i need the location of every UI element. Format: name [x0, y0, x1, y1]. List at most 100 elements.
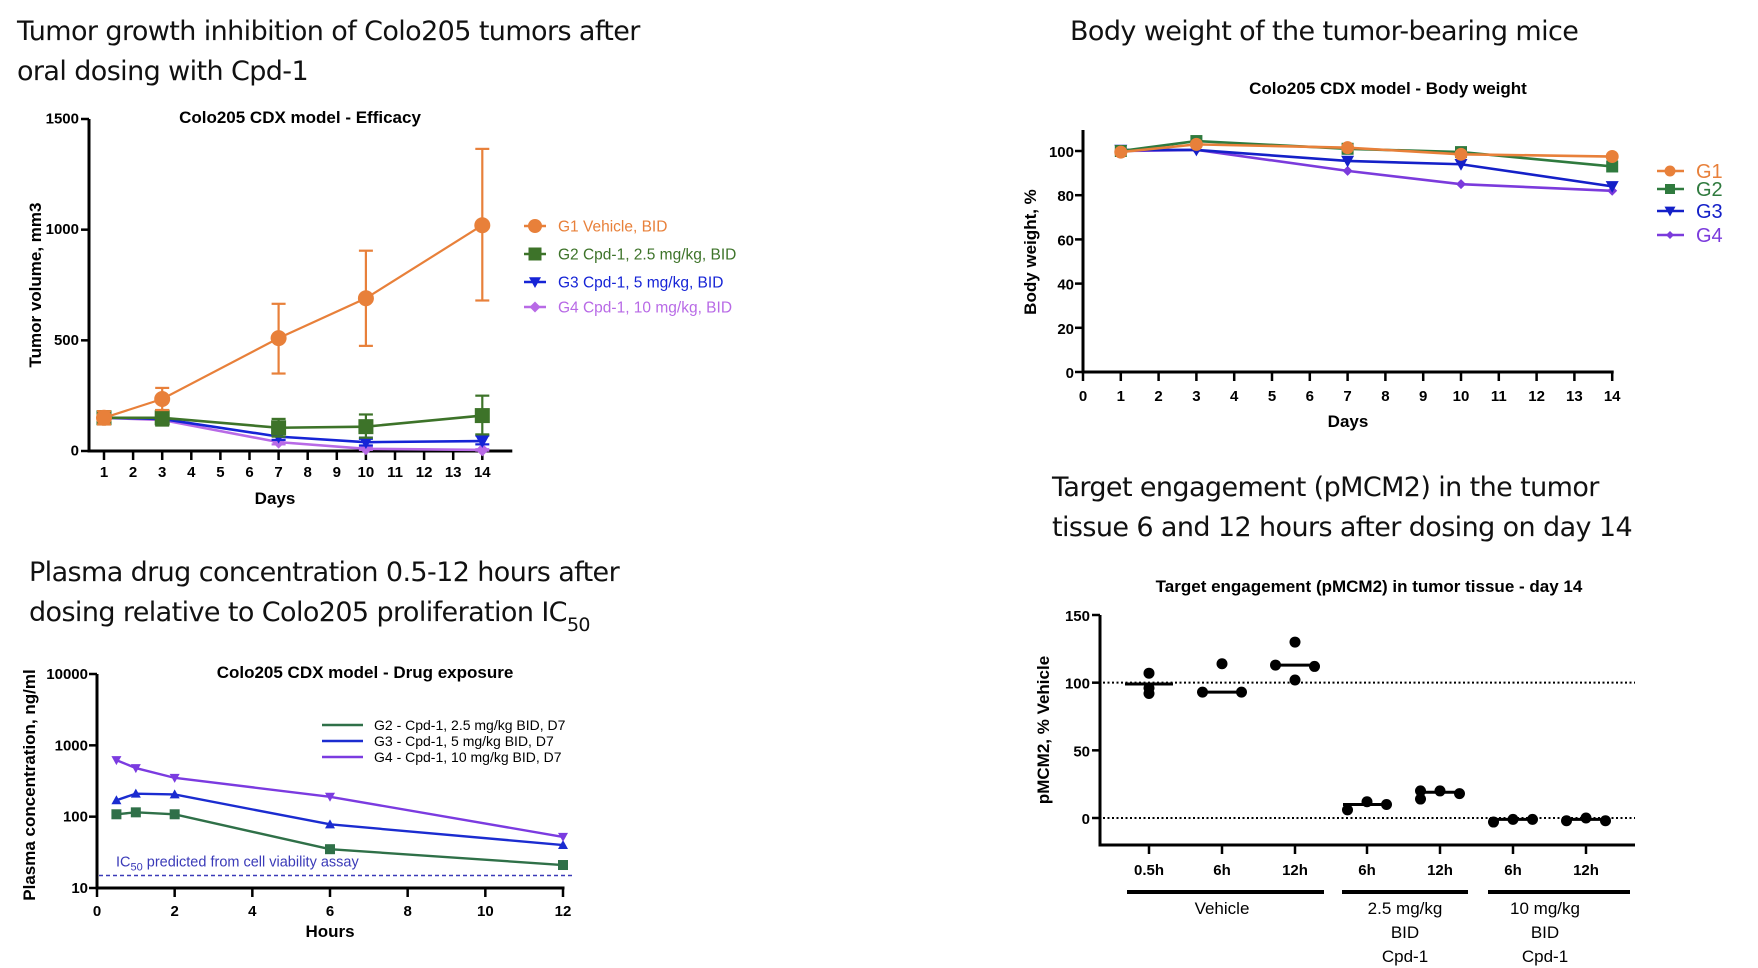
- efficacy-x-tick-label: 11: [387, 464, 403, 481]
- efficacy-x-axis-label: Days: [255, 489, 296, 508]
- drug-exposure-point-g2: [169, 809, 180, 820]
- body-weight-point-g3: [1341, 155, 1355, 168]
- body-weight-y-axis-label: Body weight, %: [1021, 189, 1040, 315]
- efficacy-chart: Colo205 CDX model - Efficacy Tumor volum…: [26, 108, 736, 508]
- efficacy-legend-item-g1: G1 Vehicle, BID: [524, 219, 667, 236]
- group-label: Cpd-1: [1382, 947, 1428, 966]
- target-engagement-points-cat-0: [1125, 667, 1173, 699]
- legend-label: G4 - Cpd-1, 10 mg/kg BID, D7: [374, 749, 562, 765]
- body-weight-heading-line-1: Body weight of the tumor-bearing mice: [1070, 16, 1579, 47]
- efficacy-legend-item-g3: G3 Cpd-1, 5 mg/kg, BID: [524, 275, 723, 292]
- body-weight-heading: Body weight of the tumor-bearing mice: [1070, 12, 1579, 52]
- data-point: [1415, 785, 1426, 797]
- target-engagement-category-label: 6h: [1358, 862, 1376, 879]
- data-point: [1309, 660, 1320, 672]
- efficacy-y-tick-label: 0: [71, 443, 79, 460]
- data-point: [1216, 658, 1228, 670]
- efficacy-point-g2: [154, 410, 170, 426]
- data-point: [1236, 686, 1247, 698]
- drug-exposure-point-g4: [130, 764, 141, 774]
- efficacy-point-g2: [358, 419, 374, 435]
- drug-exposure-point-g4: [558, 832, 568, 842]
- drug-exposure-point-g4: [111, 756, 122, 766]
- target-engagement-chart: Target engagement (pMCM2) in tumor tissu…: [1034, 577, 1635, 966]
- efficacy-legend-item-g2: G2 Cpd-1, 2.5 mg/kg, BID: [524, 247, 736, 264]
- body-weight-series-g3: [1114, 144, 1619, 193]
- efficacy-point-g2: [474, 408, 490, 424]
- target-engagement-points-cat-1: [1197, 658, 1247, 698]
- target-engagement-points-cat-4: [1415, 785, 1465, 805]
- body-weight-x-tick-label: 7: [1343, 388, 1351, 405]
- body-weight-y-tick-label: 60: [1057, 232, 1074, 249]
- body-weight-x-tick-label: 0: [1079, 388, 1087, 405]
- data-point: [1361, 796, 1373, 808]
- drug-exposure-point-g4: [169, 773, 180, 783]
- body-weight-x-tick-label: 11: [1491, 388, 1507, 405]
- data-point: [1488, 816, 1499, 828]
- drug-exposure-point-g2: [558, 860, 568, 871]
- target-engagement-points-cat-2: [1270, 636, 1320, 686]
- body-weight-point-g1: [1114, 145, 1128, 159]
- drug-exposure-chart: Colo205 CDX model - Drug exposure Plasma…: [20, 663, 573, 941]
- body-weight-x-tick-label: 4: [1230, 388, 1239, 405]
- efficacy-x-tick-label: 4: [187, 464, 196, 481]
- drug-exposure-x-tick-label: 12: [555, 903, 572, 920]
- legend-label: G2 Cpd-1, 2.5 mg/kg, BID: [558, 247, 736, 264]
- pk-heading-line-2-text: dosing relative to Colo205 proliferation…: [29, 597, 568, 628]
- target-heading-line-1: Target engagement (pMCM2) in the tumor: [1052, 472, 1599, 503]
- group-label: BID: [1391, 923, 1419, 942]
- body-weight-y-tick-label: 100: [1049, 144, 1074, 161]
- legend-marker: [528, 247, 542, 261]
- data-point: [1580, 812, 1592, 824]
- body-weight-x-tick-label: 5: [1268, 388, 1276, 405]
- body-weight-x-tick-label: 9: [1419, 388, 1427, 405]
- data-point: [1600, 815, 1611, 827]
- drug-exposure-point-g3: [325, 819, 335, 829]
- data-point: [1527, 813, 1538, 825]
- drug-exposure-series-g3: [111, 788, 568, 850]
- data-point: [1507, 813, 1519, 825]
- data-point: [1381, 798, 1392, 810]
- efficacy-x-tick-label: 9: [333, 464, 341, 481]
- target-engagement-group-0: Vehicle: [1127, 890, 1324, 918]
- body-weight-x-tick-label: 10: [1453, 388, 1470, 405]
- efficacy-point-g1: [357, 290, 374, 307]
- drug-exposure-point-g4: [325, 792, 335, 802]
- drug-exposure-point-g2: [130, 807, 141, 818]
- drug-exposure-point-g3: [111, 795, 122, 805]
- body-weight-point-g4: [1342, 165, 1353, 176]
- body-weight-series-g4: [1115, 144, 1618, 196]
- ic50-label-main: IC: [116, 854, 131, 870]
- body-weight-y-tick-label: 20: [1057, 321, 1074, 338]
- efficacy-heading: Tumor growth inhibition of Colo205 tumor…: [17, 12, 640, 92]
- efficacy-point-g1: [154, 390, 171, 407]
- legend-label: G3 - Cpd-1, 5 mg/kg BID, D7: [374, 733, 554, 749]
- legend-marker: [529, 301, 541, 313]
- target-engagement-y-tick-label: 100: [1065, 676, 1090, 693]
- drug-exposure-point-g3: [558, 840, 568, 850]
- legend-marker: [1665, 184, 1675, 194]
- body-weight-point-g3: [1454, 159, 1468, 171]
- drug-exposure-series-g4: [111, 756, 568, 842]
- target-engagement-group-2: 10 mg/kg BID Cpd-1: [1488, 890, 1630, 966]
- body-weight-x-tick-label: 12: [1528, 388, 1545, 405]
- legend-marker: [529, 277, 541, 288]
- drug-exposure-x-tick-label: 0: [93, 903, 101, 920]
- legend-label: G4 Cpd-1, 10 mg/kg, BID: [558, 300, 732, 317]
- body-weight-series-g2: [1114, 135, 1619, 173]
- efficacy-series-g1: [96, 147, 491, 426]
- data-point: [1342, 804, 1353, 816]
- efficacy-x-tick-label: 3: [158, 464, 166, 481]
- drug-exposure-line-g3: [116, 792, 564, 847]
- drug-exposure-legend-item-g3: G3 - Cpd-1, 5 mg/kg BID, D7: [322, 733, 554, 749]
- efficacy-y-tick-label: 1500: [46, 111, 79, 128]
- body-weight-point-g1: [1189, 137, 1203, 151]
- group-label: Cpd-1: [1522, 947, 1568, 966]
- body-weight-point-g1: [1341, 141, 1355, 155]
- target-engagement-category-label: 12h: [1427, 862, 1453, 879]
- body-weight-point-g4: [1456, 179, 1466, 190]
- efficacy-point-g1: [270, 330, 287, 347]
- drug-exposure-point-g2: [325, 844, 335, 855]
- body-weight-chart: Colo205 CDX model - Body weight Body wei…: [1021, 79, 1723, 431]
- drug-exposure-y-tick-label: 1000: [55, 737, 88, 754]
